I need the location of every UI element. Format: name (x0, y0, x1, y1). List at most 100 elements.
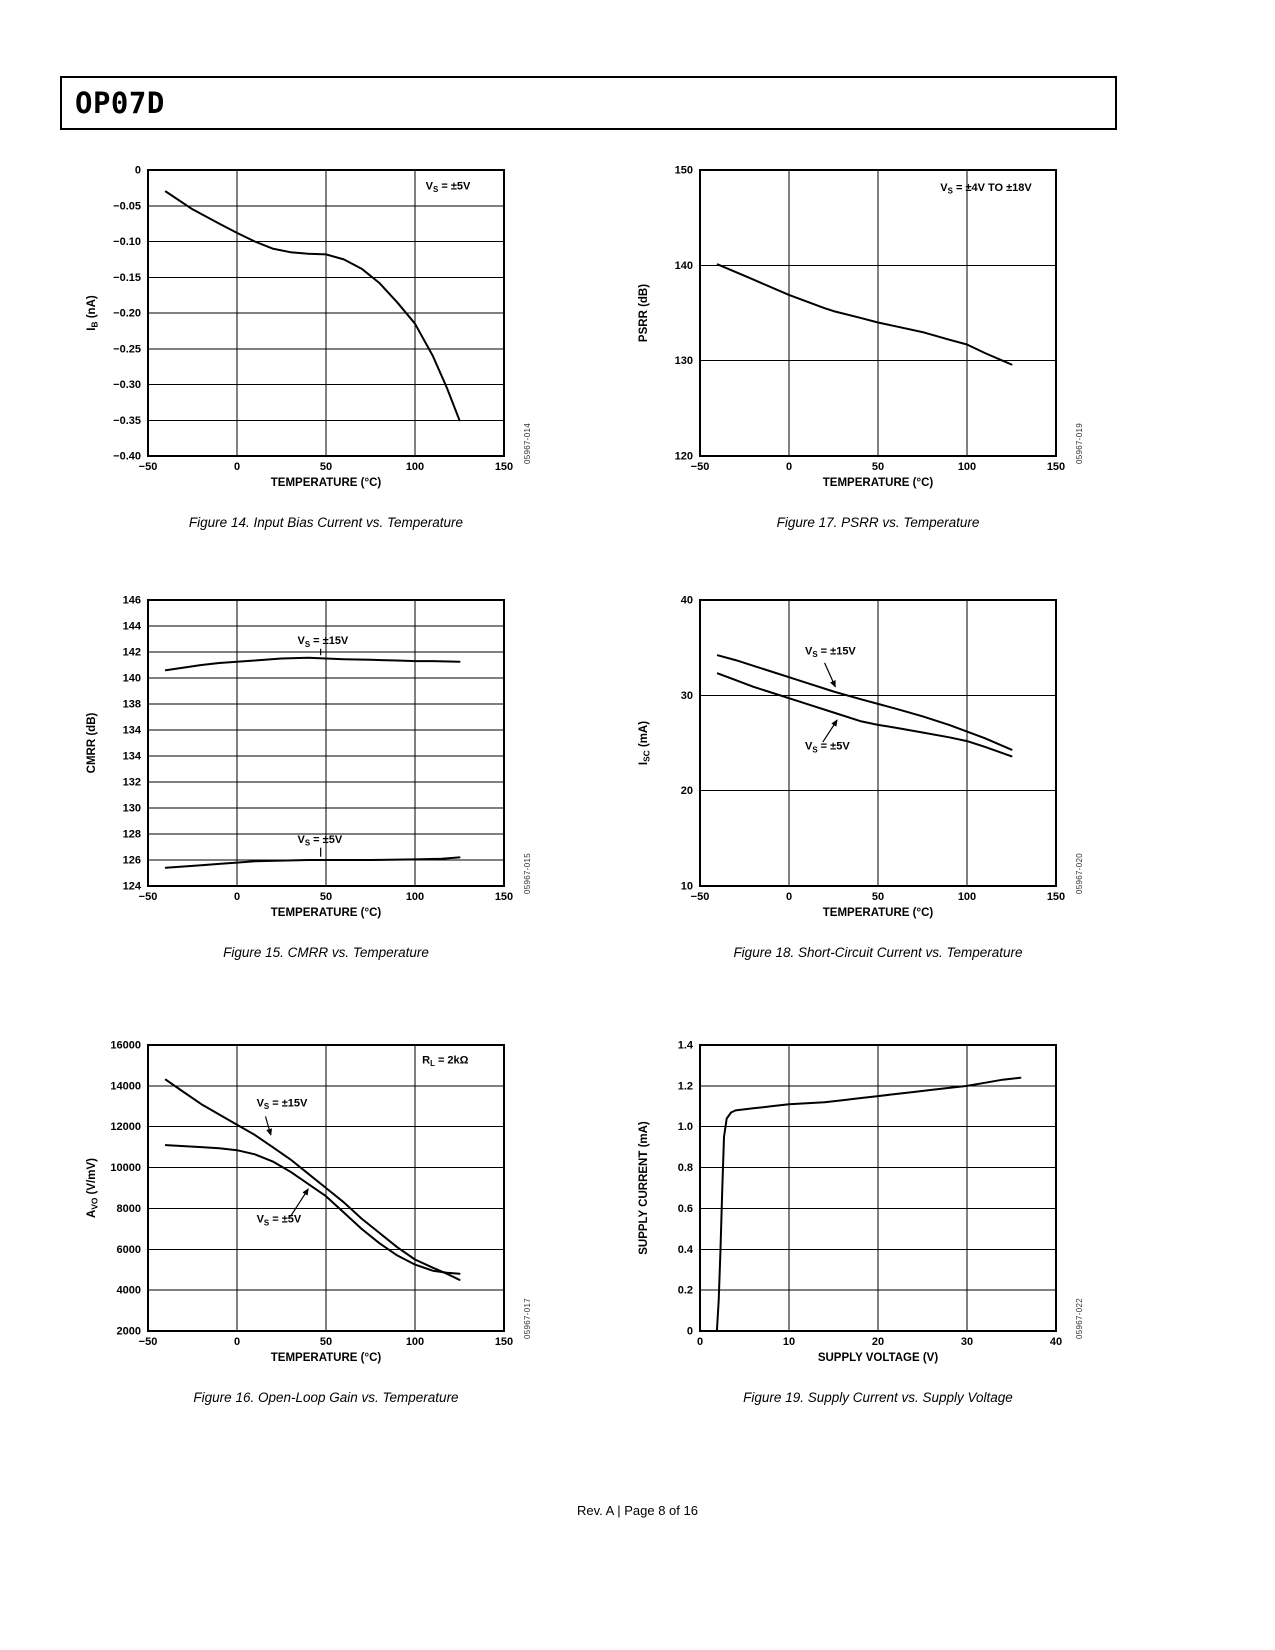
x-axis-title: TEMPERATURE (°C) (271, 477, 382, 489)
y-tick-label: −0.05 (113, 200, 141, 212)
page-footer: Rev. A | Page 8 of 16 (577, 1503, 698, 1518)
y-tick-label: 30 (681, 690, 693, 702)
plot-border (699, 599, 1057, 887)
chart-canvas-fig14: −50 0 50 100 150 0 −0.05 −0.10 −0.15 −0.20 −0.25 −0… (86, 165, 532, 490)
figure-code: 05967-017 (523, 1298, 532, 1339)
chart-canvas-fig16: −50 0 50 100 150 16000 14000 12000 10000 8000 6000… (86, 1040, 532, 1365)
y-tick-label: 8000 (117, 1203, 141, 1215)
chart-figure-14: −50 0 50 100 150 0 −0.05 −0.10 −0.15 −0.20 −0.25 −0… (82, 162, 540, 512)
x-tick-label: 0 (786, 891, 792, 903)
y-tick-label: −0.15 (113, 272, 141, 284)
chart-figure-19: 0 10 20 30 40 1.4 1.2 1.0 0.8 0.6 0.4 0.2 0 SUPPLY VO… (634, 1037, 1092, 1387)
x-tick-label: −50 (691, 891, 710, 903)
x-tick-label: 40 (1050, 1336, 1062, 1348)
x-axis-title: SUPPLY VOLTAGE (V) (818, 1352, 939, 1364)
y-tick-label: 144 (123, 621, 142, 633)
y-tick-label: 2000 (117, 1326, 141, 1338)
figure-caption: Figure 14. Input Bias Current vs. Temper… (188, 515, 464, 530)
x-axis-title: TEMPERATURE (°C) (271, 907, 382, 919)
x-tick-label: 50 (872, 891, 884, 903)
y-tick-label: 16000 (110, 1040, 141, 1052)
plot-border (699, 169, 1057, 457)
x-tick-label: 100 (958, 891, 976, 903)
figure-code: 05967-022 (1075, 1298, 1084, 1339)
x-axis-title: TEMPERATURE (°C) (823, 907, 934, 919)
y-tick-label: 138 (123, 699, 141, 711)
x-tick-label: 0 (786, 461, 792, 473)
y-tick-label: 0.4 (678, 1244, 694, 1256)
y-tick-label: 14000 (110, 1080, 141, 1092)
leader-line (824, 662, 836, 688)
figure-19: 0 10 20 30 40 1.4 1.2 1.0 0.8 0.6 0.4 0.2 0 SUPPLY VO… (634, 1037, 1092, 1406)
x-tick-label: 150 (495, 891, 513, 903)
annotation-label: VS = ±15V (805, 645, 856, 659)
y-tick-label: 4000 (117, 1285, 141, 1297)
leader-line (822, 719, 838, 743)
x-tick-label: 100 (958, 461, 976, 473)
x-tick-label: −50 (139, 461, 158, 473)
x-tick-label: 150 (495, 1336, 513, 1348)
y-tick-label: 10000 (110, 1162, 141, 1174)
y-tick-label: 1.4 (678, 1040, 694, 1052)
annotation-label: VS = ±15V (298, 635, 349, 649)
y-axis-title: CMRR (dB) (86, 712, 98, 773)
x-tick-label: 0 (234, 461, 240, 473)
figure-caption: Figure 16. Open-Loop Gain vs. Temperatur… (193, 1390, 459, 1405)
y-tick-label: 20 (681, 785, 693, 797)
series-line-0 (715, 1076, 1022, 1332)
x-tick-label: −50 (691, 461, 710, 473)
x-tick-label: 10 (783, 1336, 795, 1348)
figure-code: 05967-014 (523, 423, 532, 464)
y-tick-label: −0.20 (113, 308, 141, 320)
annotation-label: VS = ±15V (257, 1097, 308, 1111)
leader-line (264, 1116, 273, 1136)
annotation-label: VS = ±5V (298, 834, 343, 848)
x-axis-title: TEMPERATURE (°C) (823, 477, 934, 489)
annotation-label: VS = ±5V (805, 741, 850, 755)
y-axis-title: ISC (mA) (638, 721, 652, 765)
y-tick-label: 10 (681, 881, 693, 893)
x-tick-label: 50 (320, 891, 332, 903)
x-tick-label: 150 (1047, 461, 1065, 473)
figure-caption: Figure 19. Supply Current vs. Supply Vol… (743, 1390, 1013, 1405)
x-tick-label: 100 (406, 1336, 424, 1348)
annotation-label: VS = ±5V (257, 1214, 302, 1228)
y-tick-label: −0.35 (113, 415, 141, 427)
x-tick-label: 0 (234, 1336, 240, 1348)
y-axis-title: IB (nA) (86, 295, 100, 331)
x-tick-label: 50 (320, 461, 332, 473)
y-tick-label: 134 (123, 751, 142, 763)
chart-canvas-fig15: −50 0 50 100 150 146 144 142 140 138 134 134 132 130 1… (86, 595, 532, 920)
y-tick-label: 130 (675, 355, 693, 367)
figure-16: −50 0 50 100 150 16000 14000 12000 10000 8000 6000… (82, 1037, 540, 1406)
y-tick-label: 128 (123, 829, 141, 841)
plot-border (699, 1044, 1057, 1332)
x-axis-title: TEMPERATURE (°C) (271, 1352, 382, 1364)
y-tick-label: 0 (135, 165, 141, 177)
series-line-1 (716, 672, 1013, 758)
chart-figure-18: −50 0 50 100 150 40 30 20 10 VS = ±15V VS = ±5V TEM… (634, 592, 1092, 942)
plot-border (147, 169, 505, 457)
figure-caption: Figure 18. Short-Circuit Current vs. Tem… (733, 945, 1023, 960)
figure-18: −50 0 50 100 150 40 30 20 10 VS = ±15V VS = ±5V TEM… (634, 592, 1092, 961)
y-tick-label: 1.0 (678, 1121, 693, 1133)
series-line-1 (164, 856, 461, 869)
x-tick-label: 150 (1047, 891, 1065, 903)
series-line-1 (164, 1144, 461, 1275)
series-line-0 (164, 1078, 461, 1281)
y-tick-label: 40 (681, 595, 693, 607)
y-tick-label: 124 (123, 881, 142, 893)
figure-code: 05967-019 (1075, 423, 1084, 464)
x-tick-label: 50 (872, 461, 884, 473)
y-tick-label: 6000 (117, 1244, 141, 1256)
x-tick-label: 50 (320, 1336, 332, 1348)
y-tick-label: 120 (675, 451, 693, 463)
page-title: OP07D (75, 86, 165, 120)
chart-canvas-fig17: −50 0 50 100 150 150 140 130 120 VS = ±4V TO ±18V… (638, 165, 1084, 490)
header-box: OP07D (60, 76, 1117, 130)
y-tick-label: 150 (675, 165, 693, 177)
y-axis-title: AVO (V/mV) (86, 1158, 100, 1218)
figure-15: −50 0 50 100 150 146 144 142 140 138 134 134 132 130 1… (82, 592, 540, 961)
series-line-0 (716, 654, 1013, 751)
plot-border (147, 1044, 505, 1332)
